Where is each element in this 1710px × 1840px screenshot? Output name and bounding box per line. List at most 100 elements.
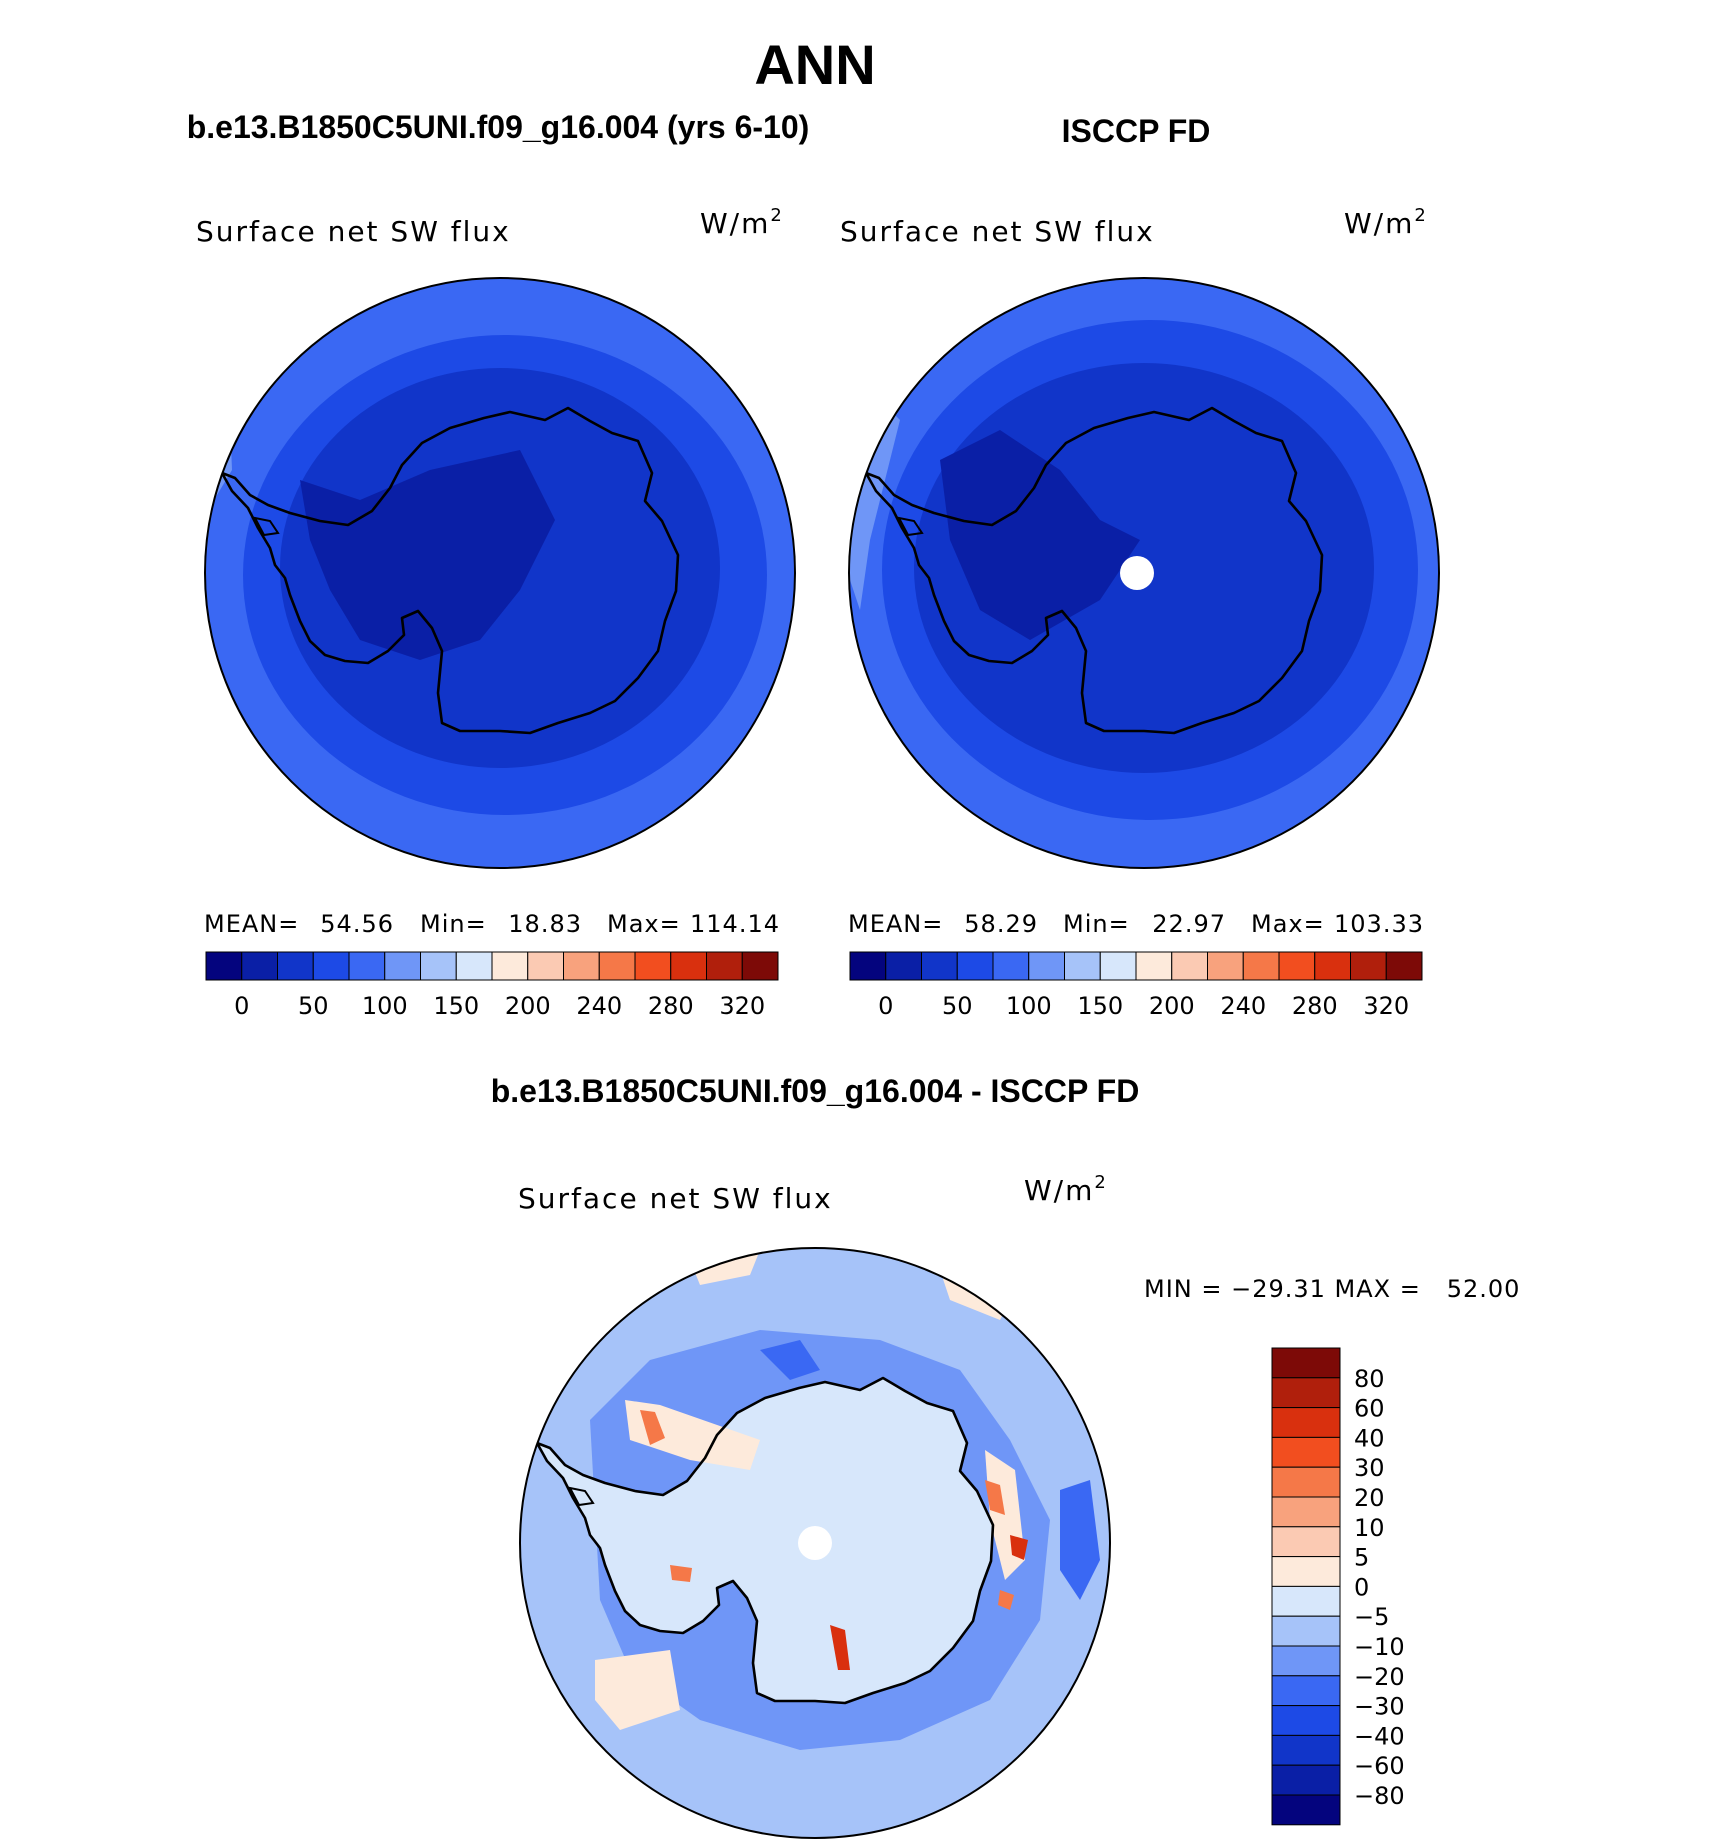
right-panel: Surface net SW flux W/m2 MEAN= 58.29 Min… <box>840 205 1440 1020</box>
diff-polar-map <box>520 1248 1110 1838</box>
left-colorbar-box <box>563 951 600 981</box>
left-colorbar-box <box>348 951 386 981</box>
right-variable-label: Surface net SW flux <box>840 215 1155 248</box>
diff-colorbar-tick-label: 60 <box>1354 1395 1385 1423</box>
right-panel-title: ISCCP FD <box>1062 113 1211 149</box>
left-colorbar-tick-label: 50 <box>298 992 329 1020</box>
right-colorbar-box <box>992 951 1030 981</box>
left-colorbar-box <box>455 951 493 981</box>
diff-pole-hole <box>798 1526 832 1560</box>
right-colorbar-box <box>1171 951 1208 981</box>
diff-colorbar-tick-label: 20 <box>1354 1484 1385 1512</box>
diff-colorbar-tick-label: −60 <box>1354 1752 1405 1780</box>
right-map-deep-region <box>940 430 1140 640</box>
left-colorbar-box <box>312 951 350 981</box>
left-colorbar-box <box>277 951 314 981</box>
diff-colorbar-box <box>1271 1615 1341 1647</box>
left-polar-map <box>205 278 795 868</box>
left-units-label: W/m2 <box>700 205 784 240</box>
right-units-label: W/m2 <box>1344 205 1428 240</box>
diff-colorbar-tick-label: −80 <box>1354 1782 1405 1810</box>
diff-map-warm-left <box>595 1650 680 1730</box>
right-colorbar-tick-label: 100 <box>1006 992 1052 1020</box>
diff-colorbar-box <box>1271 1377 1341 1409</box>
diff-colorbar-box <box>1271 1496 1341 1528</box>
diff-variable-label: Surface net SW flux <box>518 1182 833 1215</box>
diff-colorbar-box <box>1271 1794 1341 1826</box>
right-colorbar-tick-label: 150 <box>1077 992 1123 1020</box>
right-colorbar-tick-label: 200 <box>1149 992 1195 1020</box>
right-colorbar-box <box>1207 951 1244 981</box>
diff-colorbar-tick-label: −20 <box>1354 1663 1405 1691</box>
right-colorbar-tick-label: 320 <box>1363 992 1409 1020</box>
diff-map-strong-blue <box>1060 1480 1100 1600</box>
right-max-value: 103.33 <box>1334 910 1424 938</box>
right-colorbar-box <box>1385 951 1423 981</box>
diff-map-hot-left <box>670 1565 692 1582</box>
left-colorbar-box <box>241 951 278 981</box>
left-colorbar-tick-label: 100 <box>362 992 408 1020</box>
left-colorbar-tick-label: 280 <box>648 992 694 1020</box>
diff-colorbar-box <box>1271 1526 1341 1558</box>
diff-map-land-fill <box>537 1378 993 1703</box>
figure-title: ANN <box>754 33 875 96</box>
left-panel-title: b.e13.B1850C5UNI.f09_g16.004 (yrs 6-10) <box>187 109 810 145</box>
diff-colorbar-box <box>1271 1436 1341 1468</box>
diff-colorbar-tick-label: 5 <box>1354 1544 1369 1572</box>
diff-colorbar-box <box>1271 1645 1341 1677</box>
left-colorbar-tick-label: 150 <box>433 992 479 1020</box>
right-colorbar-tick-label: 50 <box>942 992 973 1020</box>
diff-colorbar-tick-label: −40 <box>1354 1722 1405 1750</box>
diff-colorbar-box <box>1271 1675 1341 1707</box>
right-colorbar-box <box>1314 951 1351 981</box>
left-colorbar-tick-label: 0 <box>234 992 249 1020</box>
right-min-value: 22.97 <box>1152 910 1226 938</box>
diff-colorbar-box <box>1271 1407 1341 1438</box>
left-colorbar: 0 50 100 150 200 240 280 320 <box>205 951 779 1020</box>
left-colorbar-box <box>706 951 743 981</box>
right-colorbar-box <box>849 951 887 981</box>
right-colorbar-tick-label: 280 <box>1292 992 1338 1020</box>
left-variable-label: Surface net SW flux <box>196 215 511 248</box>
diff-map-border <box>519 1247 1111 1839</box>
right-mean-value: 58.29 <box>964 910 1038 938</box>
right-colorbar-box <box>1135 951 1173 981</box>
diff-colorbar-tick-label: −5 <box>1354 1603 1389 1631</box>
diff-colorbar-tick-label: −10 <box>1354 1633 1405 1661</box>
left-colorbar-tick-label: 200 <box>505 992 551 1020</box>
left-colorbar-box <box>598 951 636 981</box>
left-map-deep-region <box>300 450 555 660</box>
diff-map-hot-bottom <box>830 1625 850 1670</box>
diff-map-strong-blue-2 <box>760 1340 820 1380</box>
right-polar-map <box>849 278 1439 868</box>
diff-colorbar-box <box>1271 1556 1341 1587</box>
left-max-value: 114.14 <box>690 910 780 938</box>
right-colorbar-box <box>1350 951 1387 981</box>
right-map-border <box>848 277 1440 869</box>
right-colorbar-box <box>921 951 958 981</box>
right-pole-hole <box>1120 556 1154 590</box>
diff-colorbar-box <box>1271 1734 1341 1766</box>
diff-colorbar-tick-label: 40 <box>1354 1424 1385 1452</box>
left-mean-value: 54.56 <box>320 910 394 938</box>
left-panel: Surface net SW flux W/m2 MEAN= 54.56 Min… <box>196 205 796 1020</box>
right-colorbar-box <box>1099 951 1137 981</box>
left-colorbar-box <box>420 951 457 981</box>
left-colorbar-tick-label: 240 <box>576 992 622 1020</box>
left-colorbar-box <box>384 951 421 981</box>
diff-colorbar-box <box>1271 1764 1341 1796</box>
diff-map-hot-peninsula <box>640 1410 665 1445</box>
right-colorbar-box <box>1242 951 1280 981</box>
diff-colorbar-box <box>1271 1705 1341 1736</box>
left-min-value: 18.83 <box>508 910 582 938</box>
right-colorbar: 0 50 100 150 200 240 280 320 <box>849 951 1423 1020</box>
diff-colorbar-tick-label: 10 <box>1354 1514 1385 1542</box>
diff-map-hot-right-3 <box>998 1590 1014 1610</box>
left-min-label: Min= <box>420 910 487 938</box>
diff-map-warm-peninsula <box>625 1400 760 1470</box>
right-colorbar-box <box>956 951 994 981</box>
right-mean-label: MEAN= <box>848 910 943 938</box>
left-colorbar-box <box>741 951 779 981</box>
left-colorbar-box <box>491 951 529 981</box>
